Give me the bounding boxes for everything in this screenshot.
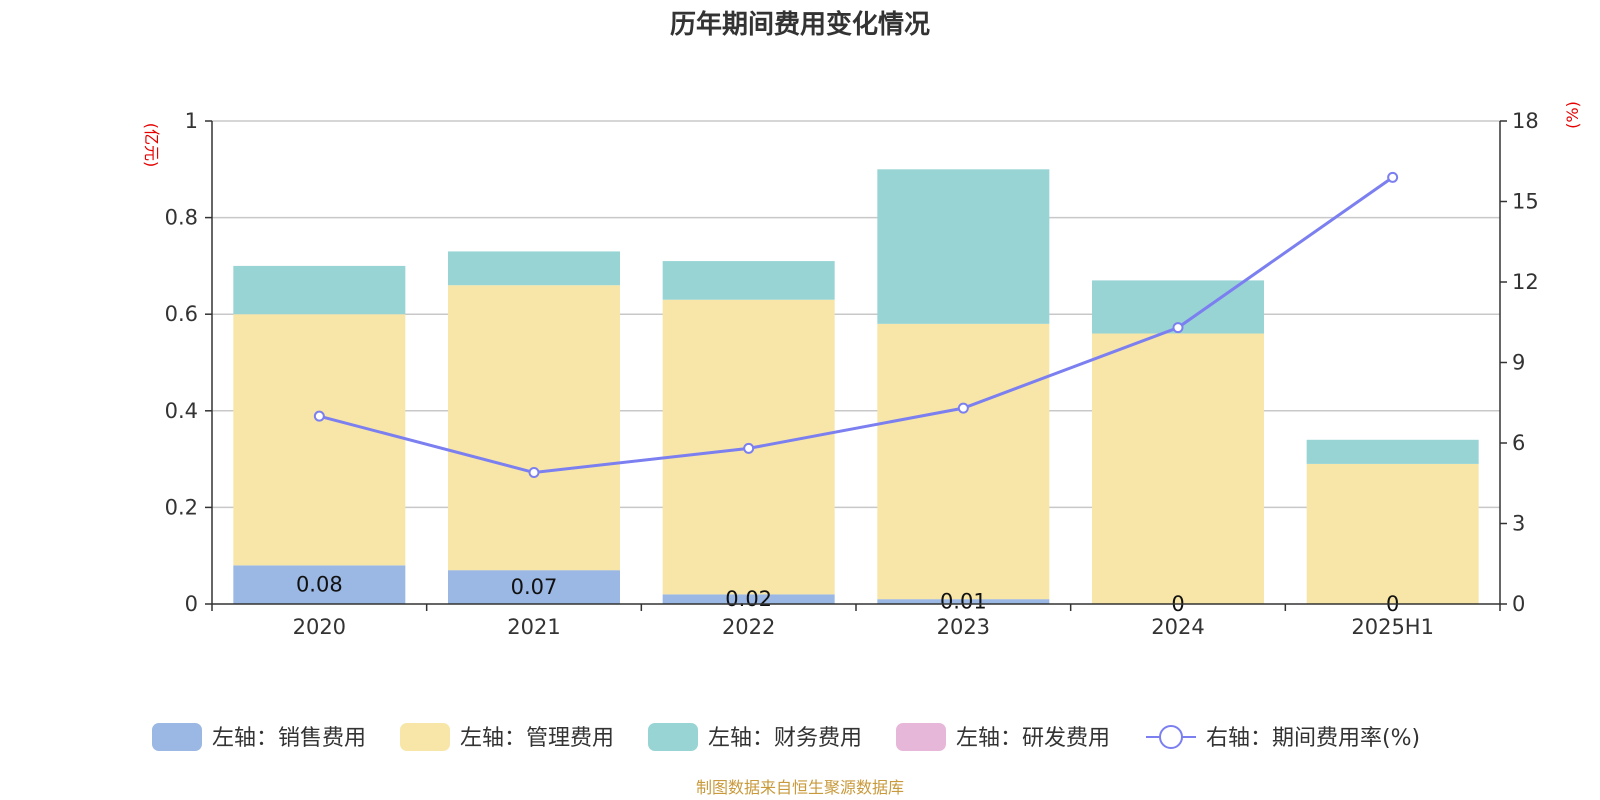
right-tick-label: 9 [1512,351,1525,375]
bar-segment [233,265,406,315]
right-axis-unit: (%) [1563,101,1582,129]
right-tick-label: 0 [1512,592,1525,616]
chart-title: 历年期间费用变化情况 [670,9,930,40]
left-tick-label: 0.6 [165,302,198,326]
rate-point [957,402,969,414]
legend: 左轴：销售费用 左轴：管理费用 左轴：财务费用 左轴：研发费用 右轴：期间费用率(%) [152,723,1420,751]
rate-point [1172,322,1184,334]
legend-marker-icon [1159,725,1183,749]
x-tick-label: 2023 [937,615,990,639]
left-tick-label: 0.4 [165,399,198,423]
x-tick-label: 2022 [722,615,775,639]
rate-point [743,442,755,454]
right-tick-label: 6 [1512,431,1525,455]
legend-label: 左轴：管理费用 [460,726,614,751]
bar-segment [233,314,406,566]
rate-line-path [318,176,1394,475]
legend-label: 右轴：期间费用率(%) [1206,726,1420,751]
left-tick-label: 0 [185,592,198,616]
bar-data-label: 0.02 [725,587,772,611]
bar-segment [1306,439,1479,464]
x-tick-label: 2020 [293,615,346,639]
x-tick-label: 2021 [507,615,560,639]
bar-segment [233,565,406,604]
legend-swatch [400,723,450,751]
left-tick-label: 0.8 [165,206,198,230]
left-tick-label: 0.2 [165,495,198,519]
left-axis-unit: (亿元) [142,123,161,168]
axes: 0 0.2 0.4 0.6 0.8 1 0 3 6 9 12 15 18 2020 2021 2022 2023… [165,109,1539,639]
legend-item: 左轴：销售费用 [152,723,366,751]
bars [233,169,1479,604]
x-tick-label: 2025H1 [1351,615,1434,639]
bar-data-label: 0.08 [296,573,343,597]
legend-swatch [896,723,946,751]
legend-item: 左轴：管理费用 [400,723,614,751]
bar-segment [877,169,1050,324]
bar-segment [448,251,620,286]
right-tick-label: 3 [1512,512,1525,536]
bar-data-label: 0.07 [511,575,558,599]
rate-point [313,410,325,422]
bar-segment [877,323,1050,600]
bar-segment [448,570,620,604]
legend-item: 左轴：研发费用 [896,723,1110,751]
left-tick-label: 1 [185,109,198,133]
legend-swatch [648,723,698,751]
bar-segment [662,261,835,300]
bar-segment [662,594,835,604]
source-note: 制图数据来自恒生聚源数据库 [696,778,904,797]
bar-segment [877,599,1050,604]
bar-segment [1306,463,1479,604]
legend-label: 左轴：研发费用 [956,726,1110,751]
right-tick-label: 18 [1512,109,1539,133]
rate-point [528,467,540,479]
gridlines [212,120,1500,509]
bar-segment [1092,333,1264,604]
legend-swatch [152,723,202,751]
legend-label: 左轴：销售费用 [212,726,366,751]
bar-data-label: 0.01 [940,590,987,614]
right-tick-label: 15 [1512,190,1539,214]
bar-segment [448,285,620,571]
x-tick-label: 2024 [1151,615,1204,639]
right-tick-label: 12 [1512,270,1539,294]
legend-label: 左轴：财务费用 [708,726,862,751]
rate-point [1387,171,1399,183]
data-labels: 0.08 0.070.02 0.01 0 0 [296,573,1399,616]
legend-item: 右轴：期间费用率(%) [1146,725,1420,751]
rate-line [313,171,1399,479]
legend-item: 左轴：财务费用 [648,723,862,751]
